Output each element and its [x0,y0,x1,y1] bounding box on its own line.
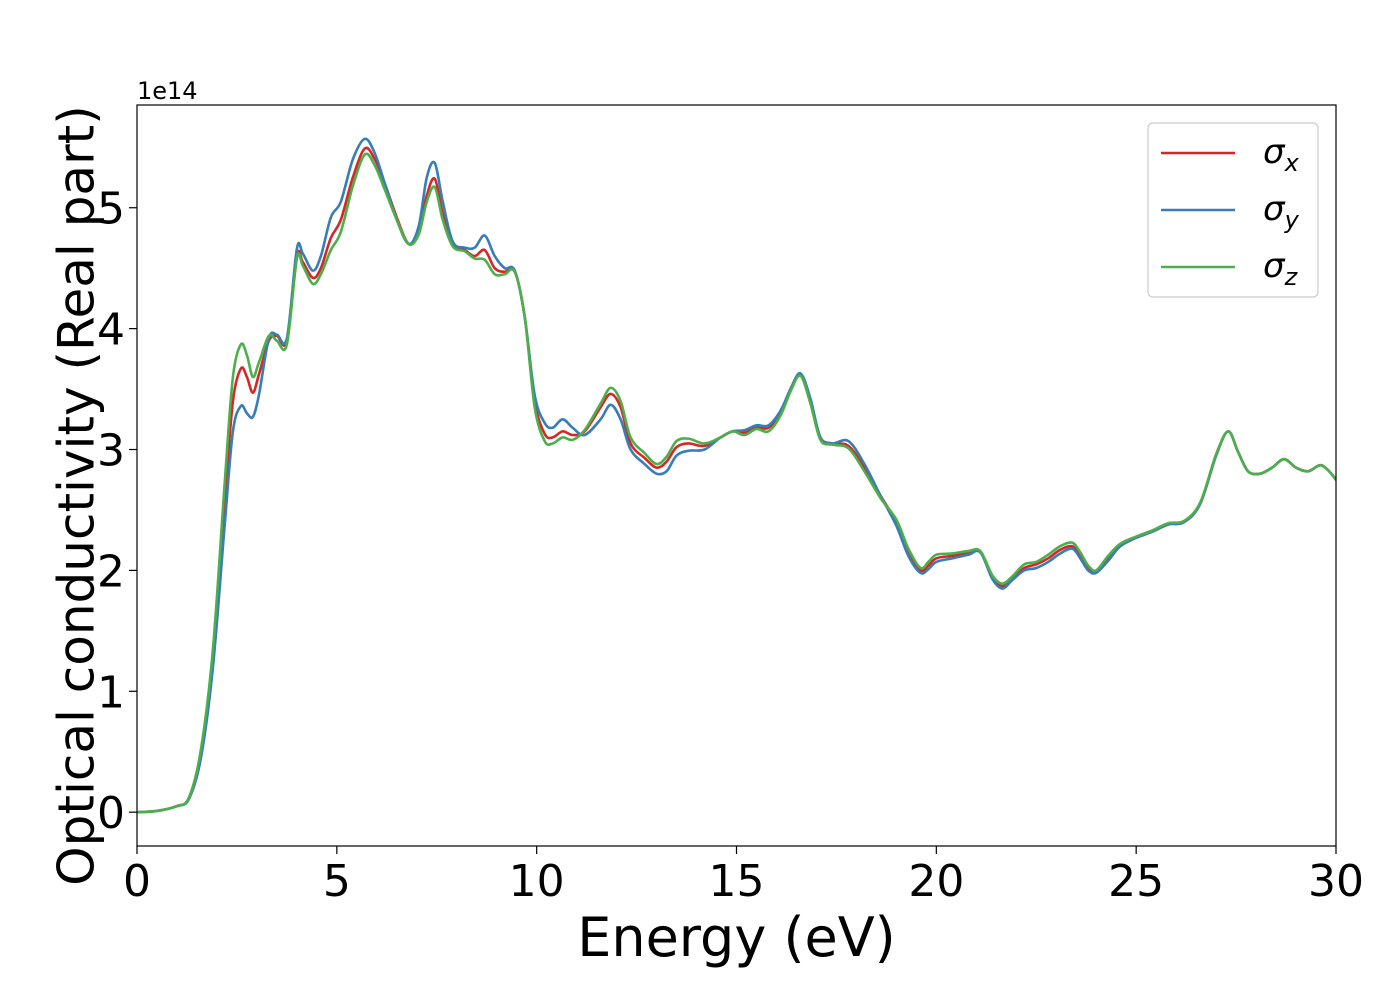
y-axis-label: Optical conductivity (Real part) [48,105,106,886]
y-tick-label: 2 [97,546,125,597]
x-tick-label: 10 [509,856,565,907]
legend-label: σy [1263,189,1300,234]
y-tick-label: 1 [97,667,125,718]
x-tick-label: 30 [1308,856,1364,907]
x-axis: 0 5 10 15 20 25 30 [123,846,1364,907]
x-tick-label: 0 [123,856,151,907]
y-tick-label: 5 [97,184,125,235]
legend-label: σx [1263,132,1300,177]
y-tick-label: 4 [97,305,125,356]
series-line-z [137,152,1336,814]
legend-label: σz [1263,246,1299,291]
y-offset-label: 1e14 [137,77,198,105]
legend-entry-y: σy [1161,189,1300,234]
x-tick-label: 20 [908,856,964,907]
x-tick-label: 25 [1108,856,1164,907]
series-line-x [137,146,1336,814]
y-axis: 0 1 2 3 4 5 [97,184,137,839]
legend-entry-x: σx [1161,132,1300,177]
series-line-y [137,137,1336,814]
y-tick-label: 0 [97,788,125,839]
x-axis-label: Energy (eV) [577,906,896,969]
legend: σx σy σz [1147,122,1319,298]
y-tick-label: 3 [97,426,125,477]
x-tick-label: 15 [709,856,765,907]
x-tick-label: 5 [323,856,351,907]
legend-entry-z: σz [1161,246,1299,291]
series-layer [137,137,1336,814]
